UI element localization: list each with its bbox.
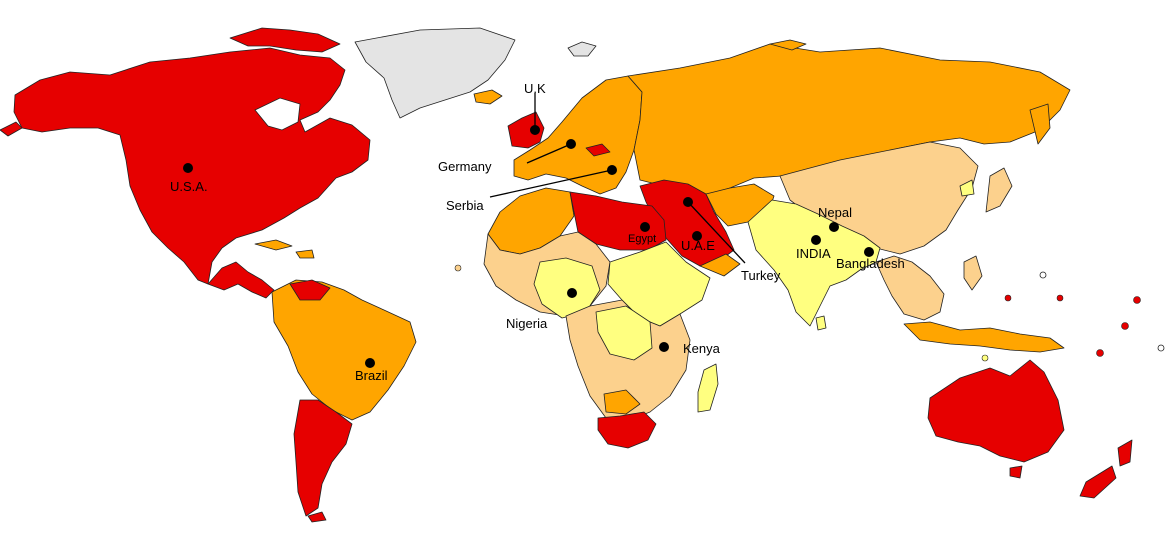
egypt-marker	[640, 222, 650, 232]
island-2	[1121, 322, 1129, 330]
region-kamchatka	[1029, 103, 1051, 145]
island-5	[1004, 294, 1012, 302]
usa-marker	[183, 163, 193, 173]
region-north-korea	[959, 179, 975, 197]
island-6	[1039, 271, 1047, 279]
region-tierra-del-fuego	[307, 511, 327, 523]
region-madagascar	[697, 363, 719, 413]
uk-marker	[530, 125, 540, 135]
india-marker	[811, 235, 821, 245]
region-alaska-west	[0, 121, 23, 137]
region-oman-yemen	[699, 253, 741, 277]
region-korea-japan	[985, 167, 1013, 213]
region-south-asia	[747, 199, 881, 327]
germany-leader	[526, 143, 572, 164]
serbia-marker	[607, 165, 617, 175]
germany-label: Germany	[438, 159, 492, 174]
region-east-africa	[607, 241, 711, 327]
region-south-america-north	[271, 279, 417, 421]
island-8	[981, 354, 989, 362]
region-iceland	[473, 89, 503, 105]
island-4	[1056, 294, 1064, 302]
region-canada-islands	[229, 27, 341, 53]
brazil-label: Brazil	[355, 368, 388, 383]
region-venezuela	[289, 279, 331, 301]
region-hudson-bay	[254, 97, 301, 131]
region-caribbean	[254, 239, 293, 251]
region-caribbean-2	[295, 249, 315, 259]
island-3	[1096, 349, 1104, 357]
island-1	[1133, 296, 1141, 304]
region-tasmania	[1009, 465, 1023, 479]
region-sri-lanka	[815, 315, 827, 331]
india-label: INDIA	[796, 246, 831, 261]
region-southeast-asia	[875, 255, 945, 321]
region-australia	[927, 359, 1065, 463]
nigeria-marker	[567, 288, 577, 298]
turkey-marker	[683, 197, 693, 207]
kenya-label: Kenya	[683, 341, 721, 356]
region-philippines	[963, 255, 983, 291]
serbia-leader	[489, 169, 613, 198]
uae-label: U.A.E	[681, 238, 715, 253]
region-greenland	[354, 27, 516, 119]
region-central-america	[207, 261, 275, 299]
turkey-label: Turkey	[741, 268, 781, 283]
region-svalbard	[567, 41, 597, 57]
uk-label: U.K	[524, 81, 546, 96]
region-argentina-chile	[293, 399, 353, 517]
region-austria	[585, 143, 611, 157]
kenya-marker	[659, 342, 669, 352]
usa-label: U.S.A.	[170, 179, 208, 194]
nepal-marker	[829, 222, 839, 232]
region-indonesia	[903, 321, 1065, 353]
region-new-zealand-south	[1079, 465, 1117, 499]
region-south-africa	[597, 411, 657, 449]
region-congo-band	[595, 305, 653, 361]
region-botswana	[603, 389, 641, 415]
egypt-label: Egypt	[628, 233, 656, 245]
island-9	[454, 264, 462, 272]
serbia-label: Serbia	[446, 198, 484, 213]
bangladesh-marker	[864, 247, 874, 257]
nigeria-label: Nigeria	[506, 316, 548, 331]
island-7	[1157, 344, 1165, 352]
region-russia-north-island	[769, 39, 807, 51]
germany-marker	[566, 139, 576, 149]
region-new-zealand-north	[1117, 439, 1133, 467]
uae-marker	[692, 231, 702, 241]
brazil-marker	[365, 358, 375, 368]
bangladesh-label: Bangladesh	[836, 256, 905, 271]
nepal-label: Nepal	[818, 205, 852, 220]
turkey-leader	[687, 201, 746, 264]
